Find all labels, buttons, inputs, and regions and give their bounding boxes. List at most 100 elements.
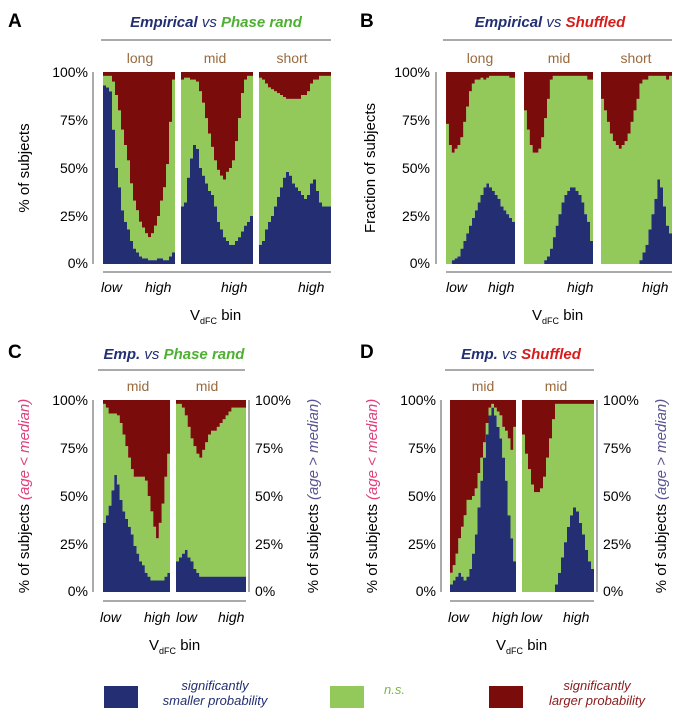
subplot-long xyxy=(446,72,515,264)
y-tick-label: 100% xyxy=(394,64,430,80)
legend-label-line: larger probability xyxy=(548,693,646,708)
y-tick-label: 0% xyxy=(68,583,88,599)
series-ns-area xyxy=(601,75,672,264)
x-high-label: high xyxy=(298,279,325,295)
title-vs: vs xyxy=(144,346,160,363)
title-method: Phase rand xyxy=(221,14,303,31)
bin-label: short xyxy=(276,50,307,66)
bin-label: mid xyxy=(548,50,571,66)
bin-label: long xyxy=(127,50,153,66)
legend-label-smaller: significantly smaller probability xyxy=(150,678,280,708)
y-ticks-right: 100% 75% 50% 25% 0% xyxy=(603,392,639,599)
panel-a: A Empirical vs Phase rand long mid short… xyxy=(8,11,331,326)
x-axis-label: VdFC bin xyxy=(190,307,241,326)
y-tick-label: 75% xyxy=(603,440,631,456)
series-smaller-area xyxy=(103,85,175,264)
y-axis-label: % of subjects xyxy=(16,123,33,212)
y-tick-label: 25% xyxy=(255,536,283,552)
title-empirical: Emp. xyxy=(461,346,498,363)
bin-label: long xyxy=(467,50,493,66)
series-larger-area xyxy=(522,400,594,493)
subplot-long xyxy=(103,72,175,264)
series-ns-area xyxy=(259,75,331,245)
bin-label: mid xyxy=(127,378,150,394)
plots-a xyxy=(103,72,331,264)
title-empirical: Empirical xyxy=(130,14,198,31)
x-low-label: low xyxy=(448,609,470,625)
x-high-label: high xyxy=(492,609,519,625)
y-ticks-right: 100% 75% 50% 25% 0% xyxy=(255,392,291,599)
y-ticks-left: 100% 75% 50% 25% 0% xyxy=(400,392,436,599)
y-tick-label: 0% xyxy=(410,255,430,271)
y-tick-label: 75% xyxy=(402,112,430,128)
x-high-label: high xyxy=(145,279,172,295)
x-low-label: low xyxy=(101,279,123,295)
legend-swatch-ns xyxy=(330,686,364,708)
x-axis-label: VdFC bin xyxy=(532,307,583,326)
legend-swatch-larger xyxy=(489,686,523,708)
y-tick-label: 50% xyxy=(408,488,436,504)
panel-letter: B xyxy=(360,11,374,32)
y-tick-label: 100% xyxy=(52,64,88,80)
series-larger-area xyxy=(524,72,593,153)
series-larger-area xyxy=(601,72,672,149)
subplot-short xyxy=(601,72,672,264)
subplot-mid xyxy=(176,400,246,592)
x-high-label: high xyxy=(221,279,248,295)
series-ns-area xyxy=(450,403,516,585)
legend-label-ns: n.s. xyxy=(384,682,405,697)
series-larger-area xyxy=(450,400,516,573)
bin-label: mid xyxy=(196,378,219,394)
x-axis-label: VdFC bin xyxy=(149,637,200,656)
series-larger-area xyxy=(259,72,331,99)
plots-c xyxy=(103,400,246,592)
x-high-label: high xyxy=(218,609,245,625)
y-axis-label-left: % of subjects(age < median) xyxy=(364,399,381,594)
y-tick-label: 0% xyxy=(603,583,623,599)
x-high-label: high xyxy=(563,609,590,625)
series-smaller-area xyxy=(181,144,253,264)
x-high-label: high xyxy=(642,279,669,295)
y-tick-label: 25% xyxy=(402,208,430,224)
title-vs: vs xyxy=(546,14,562,31)
series-larger-area xyxy=(176,400,246,458)
y-axis-label: Fraction of subjects xyxy=(362,103,379,233)
y-tick-label: 50% xyxy=(60,160,88,176)
title-method: Shuffled xyxy=(566,14,627,31)
y-axis-label-left: % of subjects(age < median) xyxy=(16,399,33,594)
figure: A Empirical vs Phase rand long mid short… xyxy=(8,11,672,656)
legend-label-larger: significantly larger probability xyxy=(532,678,662,708)
title-method: Shuffled xyxy=(521,346,582,363)
y-tick-label: 25% xyxy=(603,536,631,552)
x-low-label: low xyxy=(100,609,122,625)
y-tick-label: 0% xyxy=(416,583,436,599)
panel-d: D Emp. vs Shuffled mid mid 100% 75% 50% … xyxy=(360,342,670,656)
bin-label: short xyxy=(620,50,651,66)
title-vs: vs xyxy=(202,14,218,31)
panel-letter: C xyxy=(8,342,22,363)
subplot-mid xyxy=(181,72,253,264)
bin-label: mid xyxy=(545,378,568,394)
y-tick-label: 25% xyxy=(60,536,88,552)
y-tick-label: 100% xyxy=(603,392,639,408)
y-tick-label: 50% xyxy=(255,488,283,504)
panel-letter: A xyxy=(8,11,22,32)
y-tick-label: 100% xyxy=(255,392,291,408)
title-empirical: Emp. xyxy=(104,346,141,363)
plots-b xyxy=(446,72,672,264)
panel-b: B Empirical vs Shuffled long mid short 1… xyxy=(360,11,672,326)
y-tick-label: 100% xyxy=(52,392,88,408)
x-low-label: low xyxy=(521,609,543,625)
series-ns-area xyxy=(524,75,593,264)
legend-label-line: smaller probability xyxy=(162,693,268,708)
y-ticks: 100% 75% 50% 25% 0% xyxy=(52,64,88,271)
legend: significantly smaller probability n.s. s… xyxy=(0,678,686,714)
bin-label: mid xyxy=(204,50,227,66)
y-ticks: 100% 75% 50% 25% 0% xyxy=(394,64,430,271)
y-tick-label: 0% xyxy=(68,255,88,271)
series-smaller-area xyxy=(522,507,594,592)
y-tick-label: 75% xyxy=(408,440,436,456)
subplot-mid xyxy=(524,72,593,264)
x-axis-label: VdFC bin xyxy=(496,637,547,656)
panel-title: Empirical vs Phase rand xyxy=(130,14,303,31)
